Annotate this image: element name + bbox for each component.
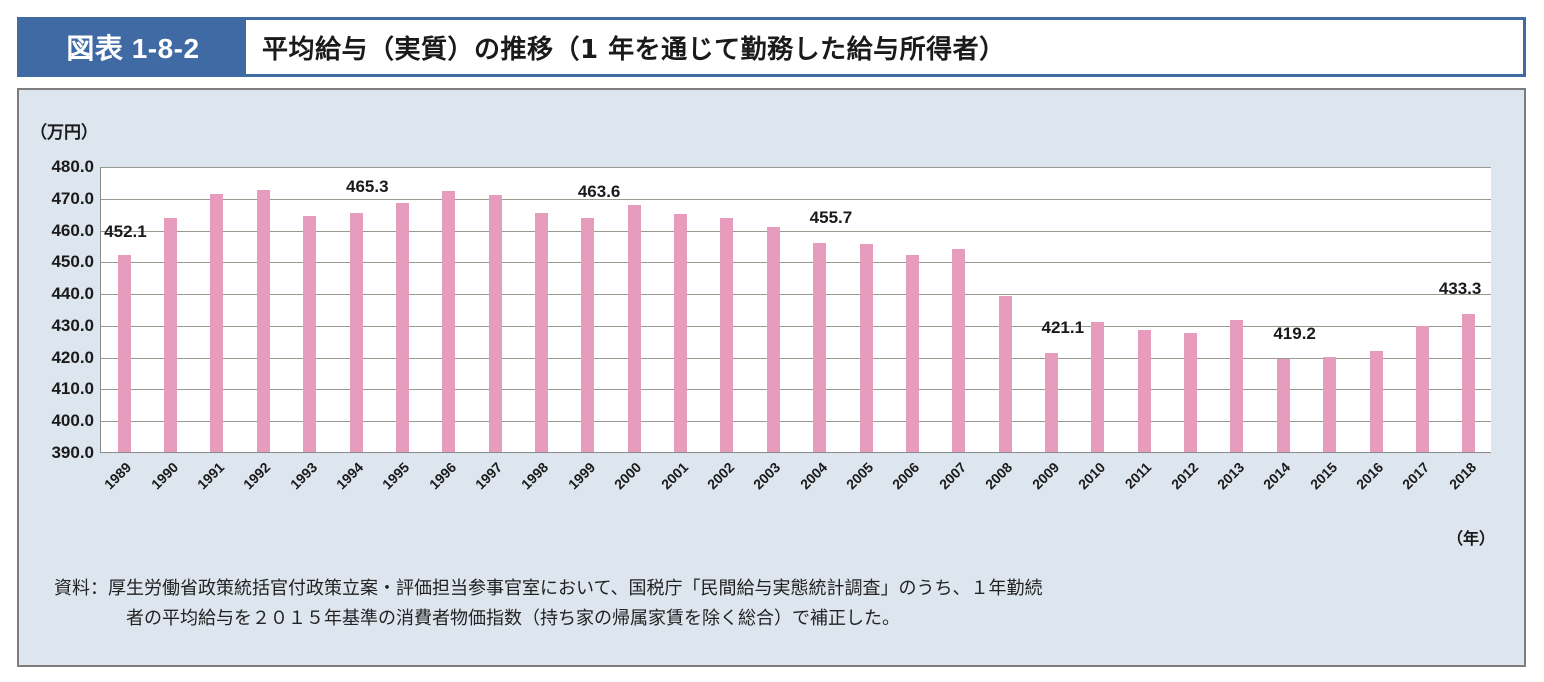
bar-1990 [164, 217, 178, 452]
gridline [101, 230, 1491, 232]
gridline [101, 294, 1491, 296]
bar-1999 [581, 218, 595, 452]
y-tick-label: 460.0 [51, 220, 94, 240]
bar-2016 [1369, 350, 1383, 452]
data-label-2018: 433.3 [1438, 279, 1482, 299]
data-label-2004: 455.7 [809, 208, 853, 228]
bar-2015 [1323, 357, 1337, 452]
bar-2018 [1462, 314, 1476, 452]
gridline [101, 167, 1491, 168]
y-axis-unit-label: （万円） [30, 123, 98, 143]
y-tick-label: 440.0 [51, 284, 94, 304]
figure-header: 図表 1-8-2 平均給与（実質）の推移（1 年を通じて勤務した給与所得者） [17, 17, 1526, 77]
bar-2012 [1184, 333, 1198, 452]
y-tick-label: 470.0 [51, 188, 94, 208]
x-axis-unit-label: （年） [1447, 529, 1496, 548]
bar-2002 [720, 218, 734, 452]
data-label-1989: 452.1 [104, 221, 147, 241]
bar-2011 [1137, 330, 1151, 452]
bar-2001 [674, 214, 688, 452]
figure-title: 平均給与（実質）の推移（1 年を通じて勤務した給与所得者） [262, 34, 1006, 65]
bar-1995 [395, 202, 409, 452]
gridline [101, 421, 1491, 423]
data-label-2014: 419.2 [1273, 324, 1316, 344]
y-tick-label: 430.0 [51, 315, 94, 335]
data-label-1999: 463.6 [577, 182, 621, 202]
bar-1998 [534, 212, 548, 452]
bar-2007 [952, 249, 966, 452]
y-tick-label: 450.0 [51, 252, 94, 272]
bar-1989 [117, 254, 131, 452]
figure-number: 図表 1-8-2 [20, 20, 246, 74]
bar-1997 [488, 194, 502, 452]
y-tick-label: 410.0 [51, 379, 94, 399]
data-label-1994: 465.3 [346, 176, 389, 196]
y-tick-label: 390.0 [51, 443, 94, 462]
source-line-2: 者の平均給与を２０１５年基準の消費者物価指数（持ち家の帰属家賃を除く総合）で補正… [126, 608, 900, 629]
gridline [101, 357, 1491, 359]
y-tick-label: 400.0 [51, 411, 94, 431]
bar-2006 [905, 254, 919, 452]
bar-1991 [210, 194, 224, 452]
data-label-2009: 421.1 [1041, 318, 1085, 338]
source-note: 資料：厚生労働省政策統括官付政策立案・評価担当参事官室において、国税庁「民間給与… [54, 574, 1504, 634]
bar-1993 [303, 216, 317, 452]
bar-2000 [627, 205, 641, 452]
bar-2005 [859, 244, 873, 452]
bar-2008 [998, 296, 1012, 452]
bar-2017 [1415, 325, 1429, 452]
bar-2014 [1276, 359, 1290, 452]
bar-1992 [256, 190, 270, 452]
bar-1994 [349, 212, 363, 452]
gridline [101, 325, 1491, 327]
bar-2003 [766, 226, 780, 452]
bar-2004 [813, 243, 827, 452]
bar-2013 [1230, 320, 1244, 452]
y-tick-label: 420.0 [51, 347, 94, 367]
gridline [101, 389, 1491, 391]
gridline [101, 198, 1491, 200]
bar-1996 [442, 191, 456, 452]
y-tick-label: 480.0 [51, 157, 94, 176]
gridline [101, 262, 1491, 264]
bar-2009 [1045, 353, 1059, 452]
plot-area: 452.1 465.3 463.6 455.7 421.1 419.2 433.3 [100, 167, 1491, 453]
source-line-1: 資料：厚生労働省政策統括官付政策立案・評価担当参事官室において、国税庁「民間給与… [54, 578, 1043, 599]
bar-2010 [1091, 322, 1105, 452]
